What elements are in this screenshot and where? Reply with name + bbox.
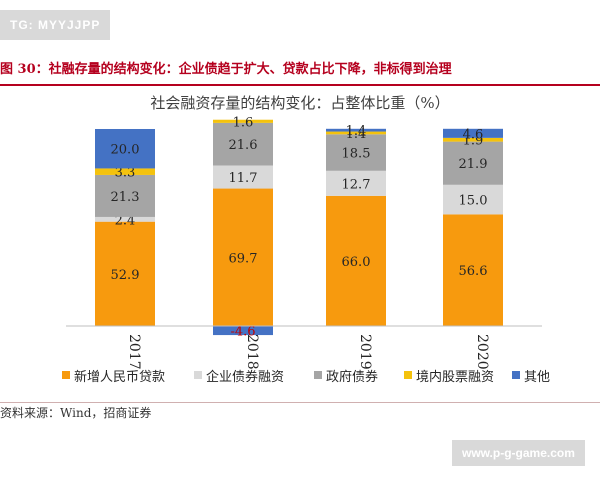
legend-label-3: 政府债券 xyxy=(326,369,378,385)
bar-segment-2019-4 xyxy=(326,131,386,135)
bar-segment-2020-3 xyxy=(443,141,503,185)
legend-item-3: 政府债券 xyxy=(314,369,378,385)
legend-label-5: 其他 xyxy=(524,370,550,385)
data-label-2018-1: 69.7 xyxy=(229,251,258,266)
bar-segment-2020-4 xyxy=(443,137,503,142)
data-label-2018-5: -4.6 xyxy=(230,325,255,340)
bar-segment-2020-2 xyxy=(443,184,503,215)
data-label-2020-1: 56.6 xyxy=(459,264,488,279)
figure-title: 图 30：社融存量的结构变化：企业债趋于扩大、贷款占比下降，非标得到治理 xyxy=(0,60,600,86)
data-label-2017-2: 2.4 xyxy=(115,213,136,228)
legend-item-4: 境内股票融资 xyxy=(404,369,494,385)
data-label-2020-2: 15.0 xyxy=(459,194,488,209)
legend-swatch-1 xyxy=(62,371,70,379)
data-label-2017-4: 3.3 xyxy=(115,166,136,181)
x-tick-label-2019: 2019 xyxy=(357,334,373,370)
bar-segment-2017-5 xyxy=(95,128,155,169)
bar-segment-2017-1 xyxy=(95,221,155,326)
x-tick-label-2020: 2020 xyxy=(474,334,490,370)
legend-item-1: 新增人民币贷款 xyxy=(62,369,165,385)
bar-segment-2017-4 xyxy=(95,168,155,175)
bar-segment-2019-3 xyxy=(326,134,386,171)
legend-swatch-3 xyxy=(314,371,322,379)
legend-swatch-4 xyxy=(404,371,412,379)
data-label-2019-5: 1.4 xyxy=(346,124,367,139)
data-label-2019-3: 18.5 xyxy=(342,147,371,162)
legend-swatch-5 xyxy=(512,371,520,379)
bar-segment-2018-1 xyxy=(213,188,273,326)
data-label-2018-2: 11.7 xyxy=(229,171,258,186)
bars-layer: 52.9 2.4 21.3 3.3 20.0 69.7 11.7 21.6 1.6 -4.6 66.… xyxy=(95,115,503,340)
data-label-2020-5: 4.6 xyxy=(463,127,484,142)
data-label-2018-3: 21.6 xyxy=(229,138,258,153)
data-label-2019-2: 12.7 xyxy=(342,177,371,192)
data-label-2019-1: 66.0 xyxy=(342,255,371,270)
data-label-2020-3: 21.9 xyxy=(459,157,488,172)
legend: 新增人民币贷款 企业债券融资 政府债券 境内股票融资 其他 xyxy=(62,369,550,385)
bar-segment-2018-4 xyxy=(213,119,273,123)
legend-swatch-2 xyxy=(194,371,202,379)
data-label-2017-5: 20.0 xyxy=(111,143,140,158)
bar-segment-2020-1 xyxy=(443,214,503,326)
stacked-bar-chart: 社会融资存量的结构变化：占整体比重（%） 52.9 2.4 21.3 3.3 20.0 6… xyxy=(62,94,550,385)
bar-segment-2018-3 xyxy=(213,122,273,166)
bar-segment-2017-2 xyxy=(95,216,155,222)
bar-segment-2020-5 xyxy=(443,128,503,138)
legend-item-2: 企业债券融资 xyxy=(194,369,284,385)
bar-segment-2019-1 xyxy=(326,195,386,326)
source-note: 资料来源：Wind，招商证券 xyxy=(0,402,600,421)
legend-label-2: 企业债券融资 xyxy=(206,369,284,385)
data-label-2017-3: 21.3 xyxy=(111,190,140,205)
legend-label-1: 新增人民币贷款 xyxy=(74,369,165,385)
watermark-site: www.p-g-game.com xyxy=(452,440,585,466)
x-tick-layer: 2017 2018 2019 2020 xyxy=(126,334,490,370)
legend-item-5: 其他 xyxy=(512,370,550,385)
bar-segment-2018-2 xyxy=(213,165,273,189)
watermark-tag: TG: MYYJJPP xyxy=(0,10,111,40)
bar-segment-2017-3 xyxy=(95,174,155,217)
chart-title: 社会融资存量的结构变化：占整体比重（%） xyxy=(150,94,449,112)
bar-segment-2019-2 xyxy=(326,170,386,196)
data-label-2018-4: 1.6 xyxy=(233,115,254,130)
bar-segment-2019-5 xyxy=(326,128,386,132)
x-tick-label-2017: 2017 xyxy=(126,334,142,370)
x-tick-label-2018: 2018 xyxy=(244,334,260,370)
data-label-2017-1: 52.9 xyxy=(111,268,140,283)
legend-label-4: 境内股票融资 xyxy=(416,369,494,385)
bar-segment-2018-5 xyxy=(213,326,273,336)
